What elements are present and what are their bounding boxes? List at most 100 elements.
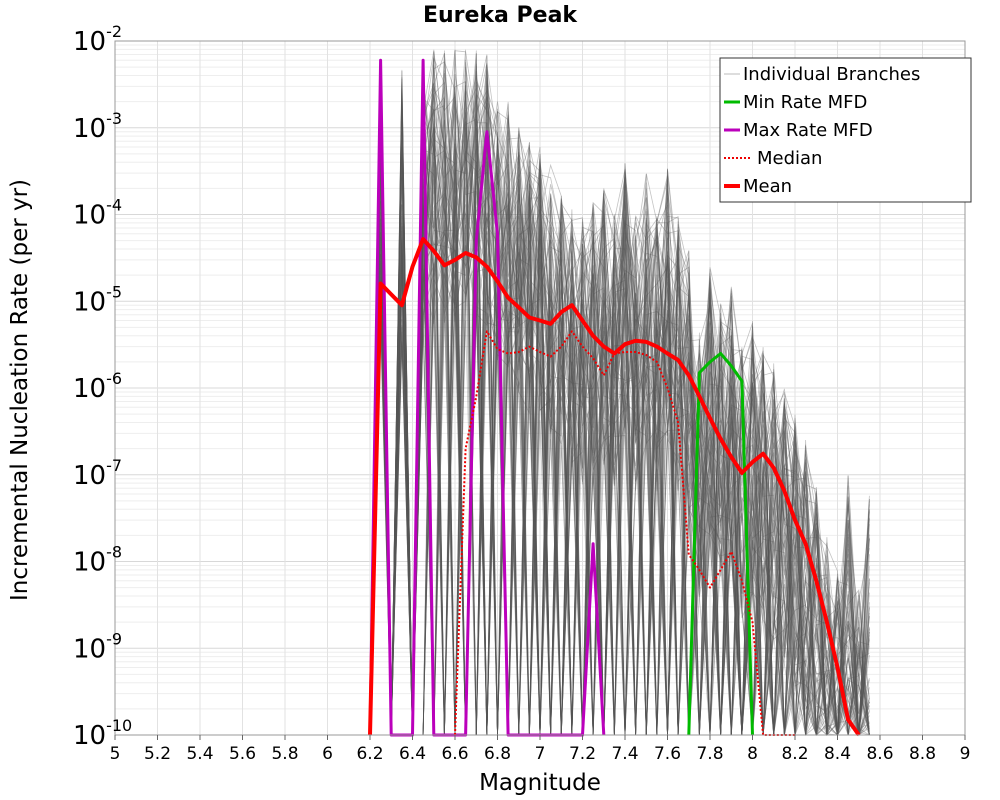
branch-line xyxy=(369,107,870,737)
x-tick-label: 8 xyxy=(747,744,758,764)
branch-line xyxy=(369,68,870,737)
x-tick-label: 6 xyxy=(322,744,333,764)
branch-line xyxy=(370,53,870,736)
y-tick-label: 10-5 xyxy=(73,282,122,317)
branch-line xyxy=(370,69,870,736)
branch-line xyxy=(369,78,870,736)
x-tick-label: 6.8 xyxy=(484,744,511,764)
branch-line xyxy=(369,95,870,736)
x-tick-label: 7.8 xyxy=(696,744,723,764)
branch-line xyxy=(369,97,870,736)
legend-label: Max Rate MFD xyxy=(743,120,873,141)
legend-label: Individual Branches xyxy=(743,64,920,85)
x-tick-label: 6.2 xyxy=(356,744,383,764)
branch-line xyxy=(370,88,870,736)
x-tick-label: 8.2 xyxy=(781,744,808,764)
x-tick-label: 8.8 xyxy=(909,744,936,764)
x-tick-label: 9 xyxy=(960,744,971,764)
branch-line xyxy=(369,70,870,736)
legend-label: Min Rate MFD xyxy=(743,92,867,113)
x-tick-label: 7 xyxy=(535,744,546,764)
branch-line xyxy=(369,86,870,736)
branch-line xyxy=(370,49,870,736)
branch-line xyxy=(370,90,870,736)
x-tick-label: 6.6 xyxy=(441,744,468,764)
branch-line xyxy=(369,50,870,736)
branch-line xyxy=(369,119,870,736)
branch-line xyxy=(370,82,870,736)
y-tick-label: 10-2 xyxy=(73,22,122,57)
branch-line xyxy=(369,64,870,736)
branch-line xyxy=(370,102,870,736)
branch-line xyxy=(369,143,870,736)
branch-line xyxy=(370,98,870,736)
y-tick-label: 10-8 xyxy=(73,543,122,578)
branch-line xyxy=(369,128,870,736)
branch-line xyxy=(369,59,870,736)
series-min-rate-mfd xyxy=(687,352,754,736)
branch-line xyxy=(369,80,870,736)
x-axis-label: Magnitude xyxy=(479,770,601,796)
y-tick-label: 10-6 xyxy=(73,369,122,404)
chart-title: Eureka Peak xyxy=(423,3,578,28)
branch-line xyxy=(370,80,870,736)
x-tick-label: 5 xyxy=(110,744,121,764)
y-tick-label: 10-3 xyxy=(73,109,122,144)
series-mean xyxy=(368,237,861,737)
x-tick-label: 5.2 xyxy=(144,744,171,764)
branch-line xyxy=(369,153,870,737)
branch-line xyxy=(369,68,870,736)
branch-line xyxy=(370,53,870,736)
branch-line xyxy=(370,129,870,736)
branch-line xyxy=(370,151,870,736)
branch-line xyxy=(369,64,870,736)
branch-line xyxy=(370,83,870,736)
x-tick-label: 5.8 xyxy=(271,744,298,764)
x-tick-label: 5.6 xyxy=(229,744,256,764)
branch-line xyxy=(369,127,870,736)
legend-label: Mean xyxy=(743,176,792,197)
x-axis-ticks: 5 5.2 5.4 5.6 5.8 6 6.2 6.4 6.6 6.8 7 7.2 7.4 7.6 7.8 8… xyxy=(110,735,971,764)
y-tick-label: 10-10 xyxy=(73,716,132,751)
branch-line xyxy=(369,76,870,737)
branch-line xyxy=(369,81,870,736)
branch-line xyxy=(369,129,870,736)
branch-line xyxy=(369,93,870,736)
x-tick-label: 8.6 xyxy=(866,744,893,764)
legend-label: Median xyxy=(757,148,822,169)
branch-line xyxy=(370,72,870,736)
x-tick-label: 8.4 xyxy=(824,744,851,764)
branch-line xyxy=(370,51,870,736)
branch-line xyxy=(370,84,870,736)
branch-line xyxy=(370,85,870,736)
branch-line xyxy=(369,69,870,737)
branch-line xyxy=(369,64,870,736)
branch-line xyxy=(369,116,870,736)
branch-line xyxy=(370,97,870,736)
branch-line xyxy=(369,167,870,736)
y-tick-label: 10-7 xyxy=(73,456,122,491)
branch-line xyxy=(369,72,870,736)
branch-line xyxy=(369,62,870,736)
branch-line xyxy=(370,106,870,736)
branch-line xyxy=(370,127,870,736)
branch-line xyxy=(369,95,870,736)
branch-line xyxy=(369,50,870,736)
branch-line xyxy=(369,49,870,736)
branch-line xyxy=(370,70,870,736)
branch-line xyxy=(369,62,870,736)
branch-line xyxy=(369,74,870,736)
branch-line xyxy=(369,63,870,736)
branch-line xyxy=(369,87,870,736)
branch-line xyxy=(369,50,870,736)
branch-line xyxy=(369,100,870,736)
branch-line xyxy=(370,61,870,736)
x-tick-label: 5.4 xyxy=(186,744,213,764)
branch-line xyxy=(369,110,870,736)
branch-line xyxy=(369,161,870,736)
branch-line xyxy=(369,100,870,736)
branch-line xyxy=(370,112,870,736)
branch-line xyxy=(369,155,870,736)
x-tick-label: 7.4 xyxy=(611,744,638,764)
